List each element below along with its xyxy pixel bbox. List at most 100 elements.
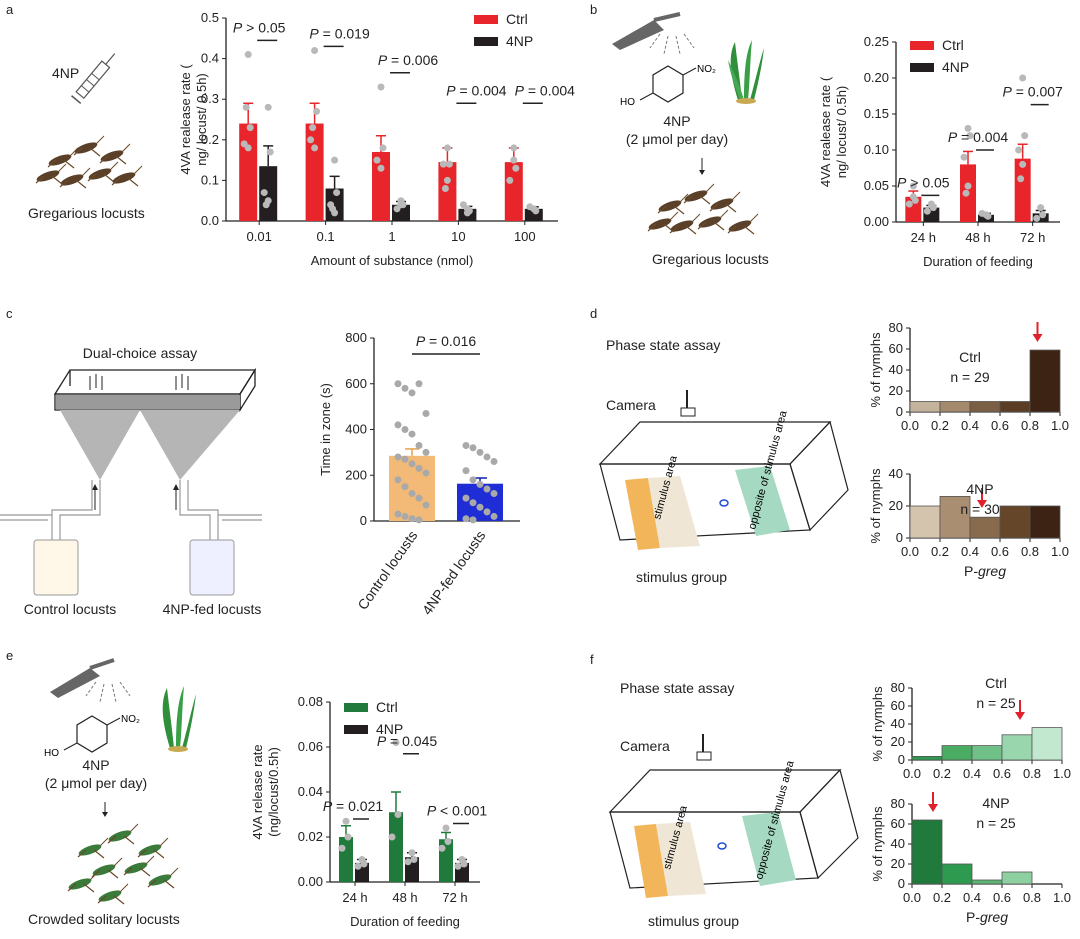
y-tick-label: 40 — [889, 362, 903, 377]
y-tick-label: 0.5 — [201, 10, 219, 25]
legend-label: 4NP — [376, 721, 403, 737]
data-point — [483, 453, 491, 461]
data-point — [506, 176, 514, 184]
syringe-icon — [71, 53, 116, 105]
locust-icon-leg — [673, 205, 685, 215]
locust-icon — [698, 216, 722, 228]
x-axis-label: Duration of feeding — [350, 914, 460, 929]
locust-icon-antenna — [705, 183, 715, 193]
locust-icon-leg — [709, 203, 719, 212]
f-title: Phase state assay — [620, 680, 734, 696]
bar-ctrl — [339, 837, 353, 882]
grass-icon — [728, 40, 764, 104]
data-point — [978, 209, 986, 217]
locust-icon-antenna — [669, 211, 679, 221]
panel-letter-c: c — [6, 306, 13, 321]
data-point — [964, 124, 972, 132]
histogram-bar — [1001, 734, 1033, 761]
data-point — [244, 144, 252, 152]
data-point — [331, 156, 339, 164]
f-opposite-area — [742, 812, 796, 886]
x-tick-label: 1.0 — [1053, 890, 1071, 905]
locust-icon-leg — [93, 849, 105, 859]
chart-a: 0.0 0.1 0.2 0.3 0.4 0.5 0.01 P > 0.05 0.1 P = 0.0… — [178, 10, 575, 268]
data-point — [1021, 132, 1029, 140]
data-point — [415, 442, 423, 450]
data-point — [1037, 204, 1045, 212]
y-tick-label: 80 — [889, 320, 903, 335]
data-point — [415, 464, 423, 472]
histogram-bar — [1029, 505, 1061, 539]
camera-f-icon — [696, 734, 712, 761]
locust-icon-leg — [115, 155, 127, 165]
locust-icon — [670, 220, 694, 232]
data-point — [462, 467, 470, 475]
locust-icon-antenna — [119, 883, 129, 893]
data-point — [469, 499, 477, 507]
x-tick-label: 48 h — [392, 890, 417, 905]
d-opposite-area — [735, 466, 790, 536]
y-tick-label: 0.02 — [298, 829, 323, 844]
locust-icon-leg — [669, 225, 679, 234]
p-value-label: P = 0.016 — [416, 333, 477, 349]
data-point — [379, 144, 387, 152]
data-point — [394, 380, 402, 388]
legend-swatch — [344, 725, 368, 734]
locust-icon-leg — [73, 147, 83, 156]
f-group-label: stimulus group — [648, 913, 739, 929]
data-point — [966, 132, 974, 140]
locust-icon — [48, 154, 72, 166]
data-point — [394, 811, 402, 818]
d-group-label: stimulus group — [636, 569, 727, 585]
histogram-bar — [909, 401, 941, 413]
down-arrow-icon — [699, 158, 705, 175]
y-tick-label: 0.08 — [298, 694, 323, 709]
locust-icon-leg — [89, 147, 101, 157]
data-point — [422, 448, 430, 456]
y-axis-label: % of nymphs — [870, 686, 885, 762]
data-point — [1033, 214, 1041, 222]
y-tick-label: 0.3 — [201, 91, 219, 106]
f-camera-label: Camera — [620, 738, 670, 754]
locust-icon-antenna — [145, 855, 155, 865]
histogram-bar — [969, 401, 1001, 413]
locust-icon — [658, 200, 682, 212]
panel-letter-a: a — [6, 2, 14, 17]
data-point — [311, 144, 319, 152]
data-point — [1017, 175, 1025, 183]
locust-icon-leg — [63, 159, 75, 169]
data-point — [408, 389, 416, 397]
data-point — [490, 458, 498, 466]
locust-icon-leg — [163, 879, 175, 889]
x-tick-label: 1.0 — [1053, 766, 1071, 781]
locust-icon-leg — [51, 175, 63, 185]
y-tick-label: 20 — [891, 856, 905, 871]
grass-e-icon — [162, 686, 196, 752]
locust-icon-antenna — [109, 161, 119, 171]
data-point — [397, 201, 405, 209]
y-tick-label: 60 — [891, 816, 905, 831]
locust-icon — [138, 844, 162, 856]
data-point — [401, 512, 409, 520]
legend-swatch — [474, 15, 498, 24]
b-ho-label: HO — [620, 97, 635, 108]
histogram-n: n = 30 — [960, 501, 1000, 517]
data-point — [443, 176, 451, 184]
locust-icon-antenna — [99, 837, 109, 847]
locust-icon — [98, 890, 122, 902]
locust-icon-antenna — [113, 857, 123, 867]
data-point — [469, 444, 477, 452]
locust-icon-leg — [75, 179, 87, 189]
locust-icon-leg — [123, 867, 133, 876]
x-tick-label: 0.4 — [961, 544, 979, 559]
locust-icon-leg — [59, 179, 69, 188]
data-point — [415, 494, 423, 502]
data-point — [909, 193, 917, 201]
locust-icon-leg — [99, 155, 109, 164]
locust-icon-antenna — [159, 837, 169, 847]
data-point — [476, 503, 484, 511]
locust-icon-leg — [699, 195, 711, 205]
data-point — [244, 51, 252, 59]
x-tick-label: 0.2 — [933, 766, 951, 781]
